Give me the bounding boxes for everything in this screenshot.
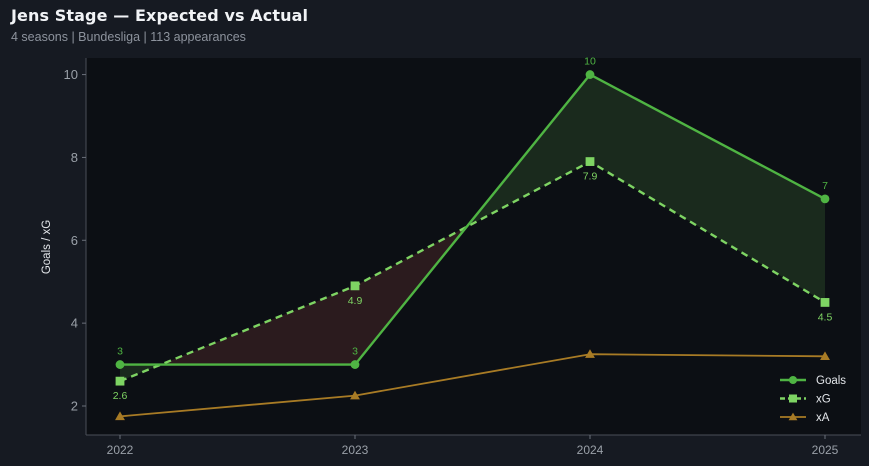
goals-data-label-2025: 7 [822,180,828,192]
legend-label-xg: xG [816,394,831,406]
y-tick-label-4: 4 [71,316,78,331]
xa-marker-2023 [350,390,360,400]
overperformance-fill-2-0 [590,74,825,303]
data-labels: 3 3 10 7 2.6 4.9 7.9 4.5 [113,56,833,403]
goals-data-label-2023: 3 [352,346,358,358]
y-tick-label-10: 10 [64,67,78,82]
series-markers [115,70,830,421]
legend-marker-goals [789,376,797,384]
y-tick-label-8: 8 [71,150,78,165]
xg-marker-2022 [115,376,125,386]
goals-marker-2022 [115,360,125,369]
axes [85,58,861,436]
series-lines [119,73,826,418]
xg-data-label-2023: 4.9 [348,295,363,307]
xa-marker-2025 [820,351,830,360]
y-ticks: 2 4 6 8 10 [64,67,86,414]
x-ticks: 2022 2023 2024 2025 [107,435,839,457]
goals-data-label-2022: 3 [117,346,123,358]
xa-series-line [119,353,826,418]
xg-data-label-2024: 7.9 [583,171,598,183]
chart-title: Jens Stage — Expected vs Actual [11,6,309,25]
xa-marker-2022 [115,411,125,421]
y-axis-label: Goals / xG [41,220,53,274]
legend-marker-xg [789,394,797,403]
xg-data-label-2022: 2.6 [113,390,128,402]
x-tick-label-2024: 2024 [577,443,604,457]
goals-data-label-2024: 10 [584,56,596,68]
xg-marker-2024 [585,157,595,166]
goals-marker-2025 [820,194,830,204]
y-tick-label-6: 6 [71,233,78,248]
goals-marker-2023 [350,360,360,369]
x-tick-label-2022: 2022 [107,443,134,457]
xa-marker-2024 [585,349,595,358]
x-tick-label-2023: 2023 [342,443,369,457]
x-tick-label-2025: 2025 [812,443,839,457]
legend: Goals xG xA [780,375,846,424]
xg-data-label-2025: 4.5 [818,311,833,323]
legend-marker-xa [788,412,798,421]
y-tick-label-2: 2 [71,399,78,414]
legend-label-goals: Goals [816,375,846,387]
overperformance-fill-0-0 [120,364,161,382]
goals-marker-2024 [585,70,595,79]
legend-label-xa: xA [816,412,830,424]
chart-subtitle: 4 seasons | Bundesliga | 113 appearances [11,30,246,44]
goals-series-line [120,73,826,366]
xg-marker-2025 [820,298,830,307]
xg-series-line [119,160,826,383]
xg-marker-2023 [350,281,360,291]
